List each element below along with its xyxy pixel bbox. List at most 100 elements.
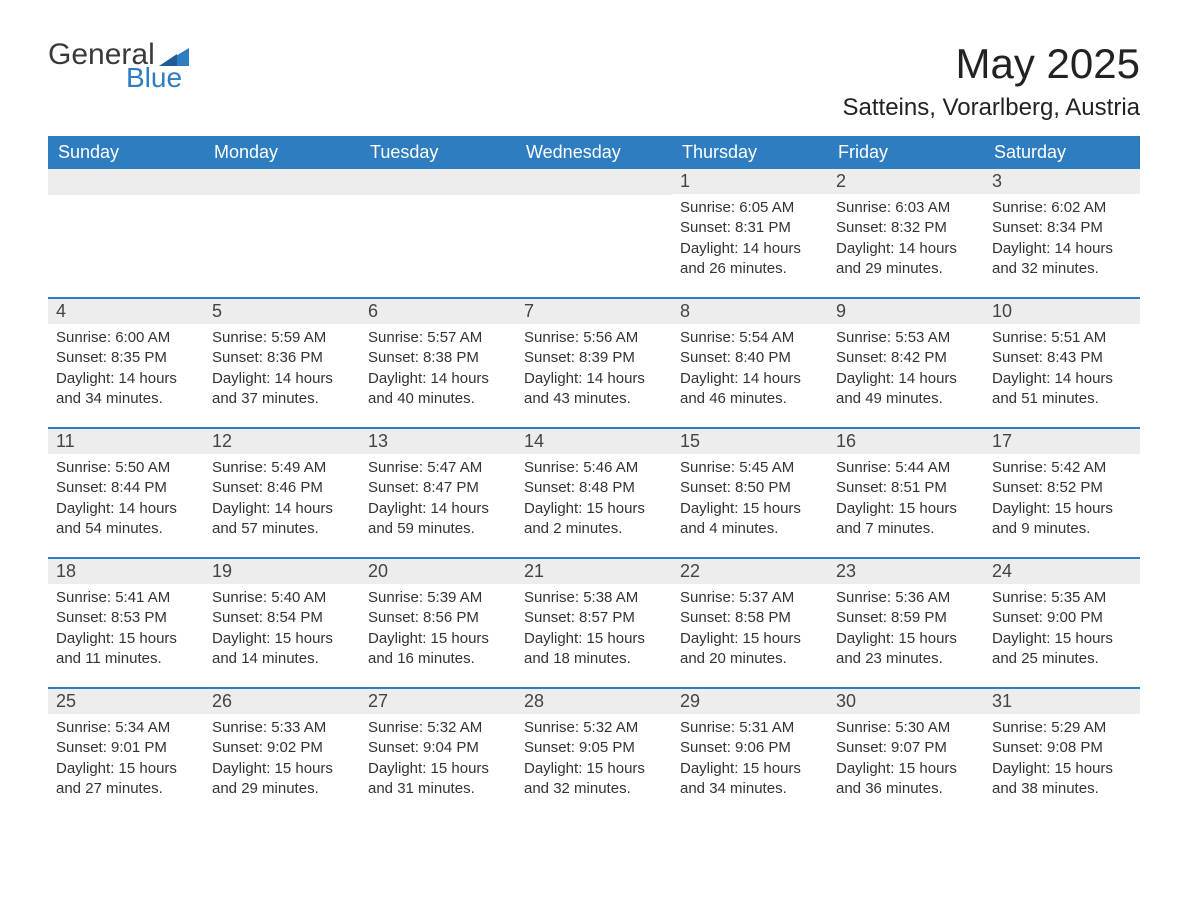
day-number: 18	[48, 559, 204, 584]
day-number: 23	[828, 559, 984, 584]
daylight-text: Daylight: 15 hours and 32 minutes.	[524, 759, 664, 800]
day-body: Sunrise: 5:29 AMSunset: 9:08 PMDaylight:…	[984, 714, 1140, 817]
day-number: 6	[360, 299, 516, 324]
location-text: Satteins, Vorarlberg, Austria	[843, 94, 1141, 122]
sunrise-text: Sunrise: 5:56 AM	[524, 328, 664, 348]
daylight-text: Daylight: 15 hours and 18 minutes.	[524, 629, 664, 670]
day-body: Sunrise: 5:47 AMSunset: 8:47 PMDaylight:…	[360, 454, 516, 557]
calendar-cell: 18Sunrise: 5:41 AMSunset: 8:53 PMDayligh…	[48, 558, 204, 688]
daylight-text: Daylight: 15 hours and 11 minutes.	[56, 629, 196, 670]
calendar-cell: 26Sunrise: 5:33 AMSunset: 9:02 PMDayligh…	[204, 688, 360, 817]
day-number: 9	[828, 299, 984, 324]
day-number: 28	[516, 689, 672, 714]
day-body: Sunrise: 5:45 AMSunset: 8:50 PMDaylight:…	[672, 454, 828, 557]
title-block: May 2025 Satteins, Vorarlberg, Austria	[843, 40, 1141, 122]
sunrise-text: Sunrise: 5:37 AM	[680, 588, 820, 608]
day-body: Sunrise: 5:44 AMSunset: 8:51 PMDaylight:…	[828, 454, 984, 557]
sunset-text: Sunset: 9:00 PM	[992, 608, 1132, 628]
calendar-cell: 28Sunrise: 5:32 AMSunset: 9:05 PMDayligh…	[516, 688, 672, 817]
day-body: Sunrise: 6:03 AMSunset: 8:32 PMDaylight:…	[828, 194, 984, 297]
logo-text-blue: Blue	[126, 64, 189, 92]
sunrise-text: Sunrise: 5:50 AM	[56, 458, 196, 478]
calendar-head: Sunday Monday Tuesday Wednesday Thursday…	[48, 136, 1140, 169]
sunrise-text: Sunrise: 5:41 AM	[56, 588, 196, 608]
sunset-text: Sunset: 8:40 PM	[680, 348, 820, 368]
day-header-saturday: Saturday	[984, 136, 1140, 169]
sunset-text: Sunset: 8:50 PM	[680, 478, 820, 498]
calendar-cell: 16Sunrise: 5:44 AMSunset: 8:51 PMDayligh…	[828, 428, 984, 558]
calendar-week-row: 11Sunrise: 5:50 AMSunset: 8:44 PMDayligh…	[48, 428, 1140, 558]
daylight-text: Daylight: 15 hours and 31 minutes.	[368, 759, 508, 800]
daylight-text: Daylight: 14 hours and 32 minutes.	[992, 239, 1132, 280]
sunrise-text: Sunrise: 5:46 AM	[524, 458, 664, 478]
calendar-cell: 1Sunrise: 6:05 AMSunset: 8:31 PMDaylight…	[672, 169, 828, 298]
sunrise-text: Sunrise: 5:32 AM	[524, 718, 664, 738]
sunset-text: Sunset: 9:04 PM	[368, 738, 508, 758]
day-number: 2	[828, 169, 984, 194]
sunrise-text: Sunrise: 5:32 AM	[368, 718, 508, 738]
sunset-text: Sunset: 9:08 PM	[992, 738, 1132, 758]
calendar-week-row: 18Sunrise: 5:41 AMSunset: 8:53 PMDayligh…	[48, 558, 1140, 688]
daylight-text: Daylight: 14 hours and 26 minutes.	[680, 239, 820, 280]
sunrise-text: Sunrise: 5:33 AM	[212, 718, 352, 738]
daylight-text: Daylight: 15 hours and 14 minutes.	[212, 629, 352, 670]
day-body: Sunrise: 5:31 AMSunset: 9:06 PMDaylight:…	[672, 714, 828, 817]
day-body: Sunrise: 5:50 AMSunset: 8:44 PMDaylight:…	[48, 454, 204, 557]
day-body	[204, 195, 360, 291]
calendar-cell: 9Sunrise: 5:53 AMSunset: 8:42 PMDaylight…	[828, 298, 984, 428]
sunrise-text: Sunrise: 5:30 AM	[836, 718, 976, 738]
daylight-text: Daylight: 15 hours and 20 minutes.	[680, 629, 820, 670]
day-header-monday: Monday	[204, 136, 360, 169]
day-number: 8	[672, 299, 828, 324]
sunrise-text: Sunrise: 6:03 AM	[836, 198, 976, 218]
day-header-row: Sunday Monday Tuesday Wednesday Thursday…	[48, 136, 1140, 169]
day-number: 14	[516, 429, 672, 454]
daylight-text: Daylight: 15 hours and 2 minutes.	[524, 499, 664, 540]
daylight-text: Daylight: 15 hours and 7 minutes.	[836, 499, 976, 540]
day-body: Sunrise: 5:54 AMSunset: 8:40 PMDaylight:…	[672, 324, 828, 427]
sunrise-text: Sunrise: 5:29 AM	[992, 718, 1132, 738]
day-number	[204, 169, 360, 195]
sunset-text: Sunset: 8:32 PM	[836, 218, 976, 238]
daylight-text: Daylight: 15 hours and 36 minutes.	[836, 759, 976, 800]
calendar-week-row: 25Sunrise: 5:34 AMSunset: 9:01 PMDayligh…	[48, 688, 1140, 817]
daylight-text: Daylight: 14 hours and 46 minutes.	[680, 369, 820, 410]
calendar-cell: 23Sunrise: 5:36 AMSunset: 8:59 PMDayligh…	[828, 558, 984, 688]
day-body: Sunrise: 5:38 AMSunset: 8:57 PMDaylight:…	[516, 584, 672, 687]
day-number: 21	[516, 559, 672, 584]
day-body	[48, 195, 204, 291]
daylight-text: Daylight: 14 hours and 43 minutes.	[524, 369, 664, 410]
day-body: Sunrise: 5:32 AMSunset: 9:05 PMDaylight:…	[516, 714, 672, 817]
daylight-text: Daylight: 15 hours and 4 minutes.	[680, 499, 820, 540]
sunrise-text: Sunrise: 5:47 AM	[368, 458, 508, 478]
day-header-wednesday: Wednesday	[516, 136, 672, 169]
day-body: Sunrise: 5:57 AMSunset: 8:38 PMDaylight:…	[360, 324, 516, 427]
sunset-text: Sunset: 8:35 PM	[56, 348, 196, 368]
sunrise-text: Sunrise: 5:31 AM	[680, 718, 820, 738]
sunset-text: Sunset: 8:39 PM	[524, 348, 664, 368]
sunrise-text: Sunrise: 5:53 AM	[836, 328, 976, 348]
day-number: 17	[984, 429, 1140, 454]
day-body: Sunrise: 5:46 AMSunset: 8:48 PMDaylight:…	[516, 454, 672, 557]
calendar-body: 1Sunrise: 6:05 AMSunset: 8:31 PMDaylight…	[48, 169, 1140, 817]
daylight-text: Daylight: 15 hours and 25 minutes.	[992, 629, 1132, 670]
calendar-week-row: 4Sunrise: 6:00 AMSunset: 8:35 PMDaylight…	[48, 298, 1140, 428]
day-number	[516, 169, 672, 195]
sunrise-text: Sunrise: 5:51 AM	[992, 328, 1132, 348]
sunrise-text: Sunrise: 5:57 AM	[368, 328, 508, 348]
daylight-text: Daylight: 15 hours and 16 minutes.	[368, 629, 508, 670]
sunset-text: Sunset: 8:57 PM	[524, 608, 664, 628]
calendar-cell	[360, 169, 516, 298]
sunset-text: Sunset: 8:47 PM	[368, 478, 508, 498]
day-body: Sunrise: 5:39 AMSunset: 8:56 PMDaylight:…	[360, 584, 516, 687]
calendar-cell: 21Sunrise: 5:38 AMSunset: 8:57 PMDayligh…	[516, 558, 672, 688]
day-body: Sunrise: 5:35 AMSunset: 9:00 PMDaylight:…	[984, 584, 1140, 687]
calendar-cell: 4Sunrise: 6:00 AMSunset: 8:35 PMDaylight…	[48, 298, 204, 428]
calendar-cell: 6Sunrise: 5:57 AMSunset: 8:38 PMDaylight…	[360, 298, 516, 428]
sunset-text: Sunset: 8:51 PM	[836, 478, 976, 498]
day-body: Sunrise: 5:53 AMSunset: 8:42 PMDaylight:…	[828, 324, 984, 427]
calendar-cell: 11Sunrise: 5:50 AMSunset: 8:44 PMDayligh…	[48, 428, 204, 558]
day-number: 25	[48, 689, 204, 714]
sunset-text: Sunset: 8:36 PM	[212, 348, 352, 368]
daylight-text: Daylight: 14 hours and 54 minutes.	[56, 499, 196, 540]
